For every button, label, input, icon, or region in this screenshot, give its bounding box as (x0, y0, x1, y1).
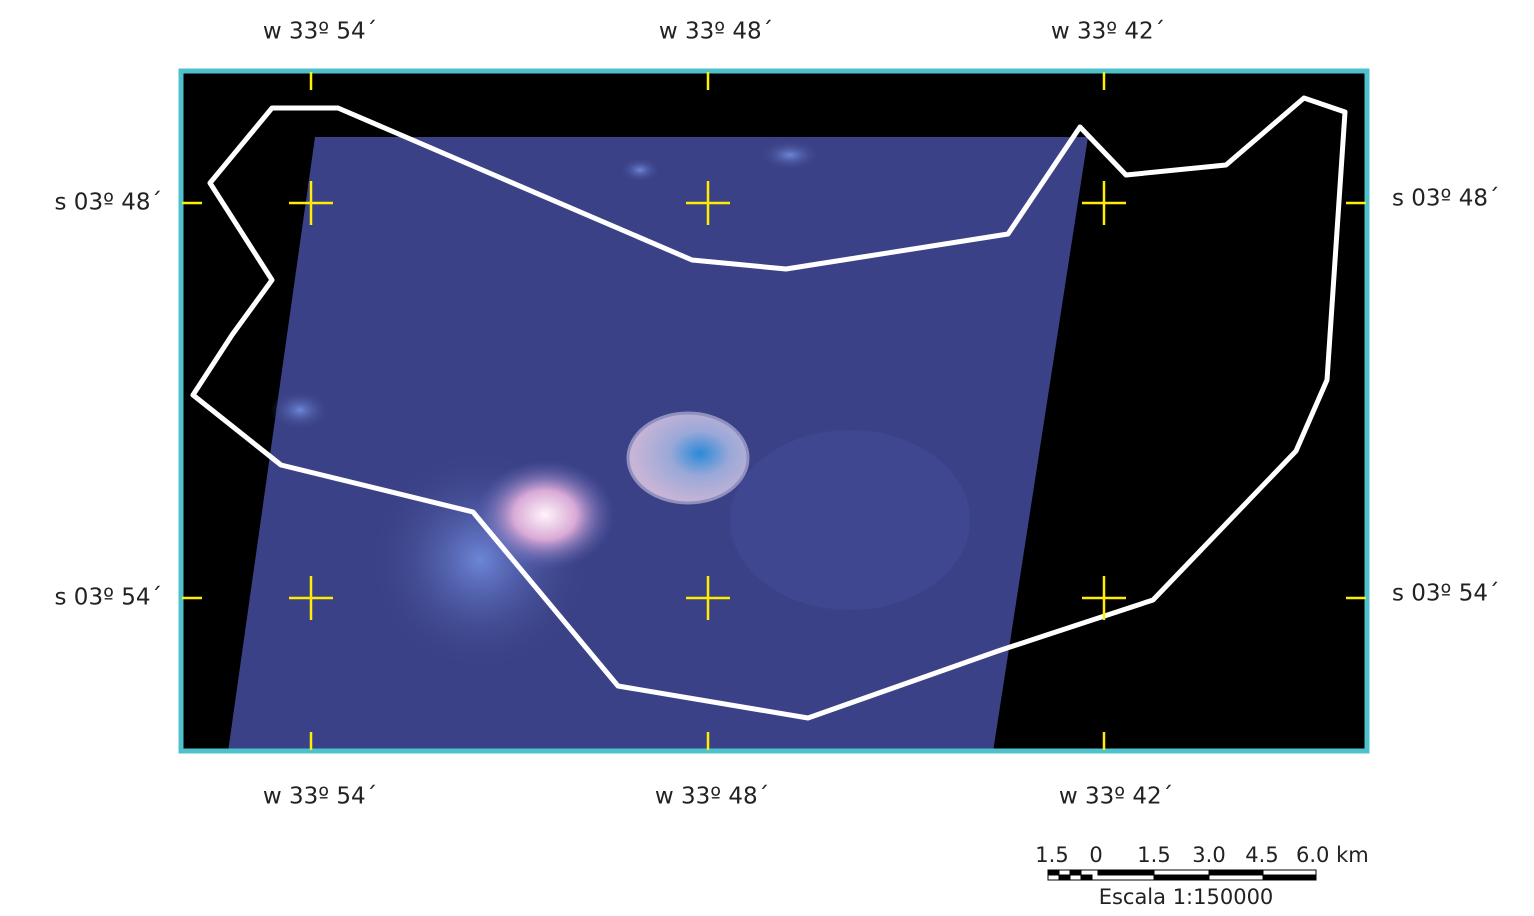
right-label: s 03º 48´ (1392, 186, 1499, 212)
map-image (181, 71, 1367, 752)
map-figure: w 33º 54´ w 33º 48´ w 33º 42´ w 33º 54´ … (0, 0, 1534, 916)
bottom-label: w 33º 42´ (1059, 784, 1173, 810)
scale-label: 6.0 km (1296, 843, 1369, 867)
left-label: s 03º 54´ (55, 585, 162, 611)
top-label: w 33º 42´ (1051, 19, 1165, 45)
right-label: s 03º 54´ (1392, 581, 1499, 607)
scale-label: 1.5 (1035, 843, 1068, 867)
top-label: w 33º 54´ (263, 19, 377, 45)
scale-label: 1.5 (1137, 843, 1170, 867)
bottom-label: w 33º 48´ (655, 784, 769, 810)
left-label: s 03º 48´ (55, 190, 162, 216)
scale-label: 0 (1089, 843, 1102, 867)
page: w 33º 54´ w 33º 48´ w 33º 42´ w 33º 54´ … (0, 0, 1534, 916)
scale-bar (1048, 870, 1316, 880)
bottom-label: w 33º 54´ (263, 784, 377, 810)
scale-caption: Escala 1:150000 (1099, 885, 1274, 909)
top-label: w 33º 48´ (659, 19, 773, 45)
scale-label: 3.0 (1192, 843, 1225, 867)
scale-label: 4.5 (1245, 843, 1278, 867)
